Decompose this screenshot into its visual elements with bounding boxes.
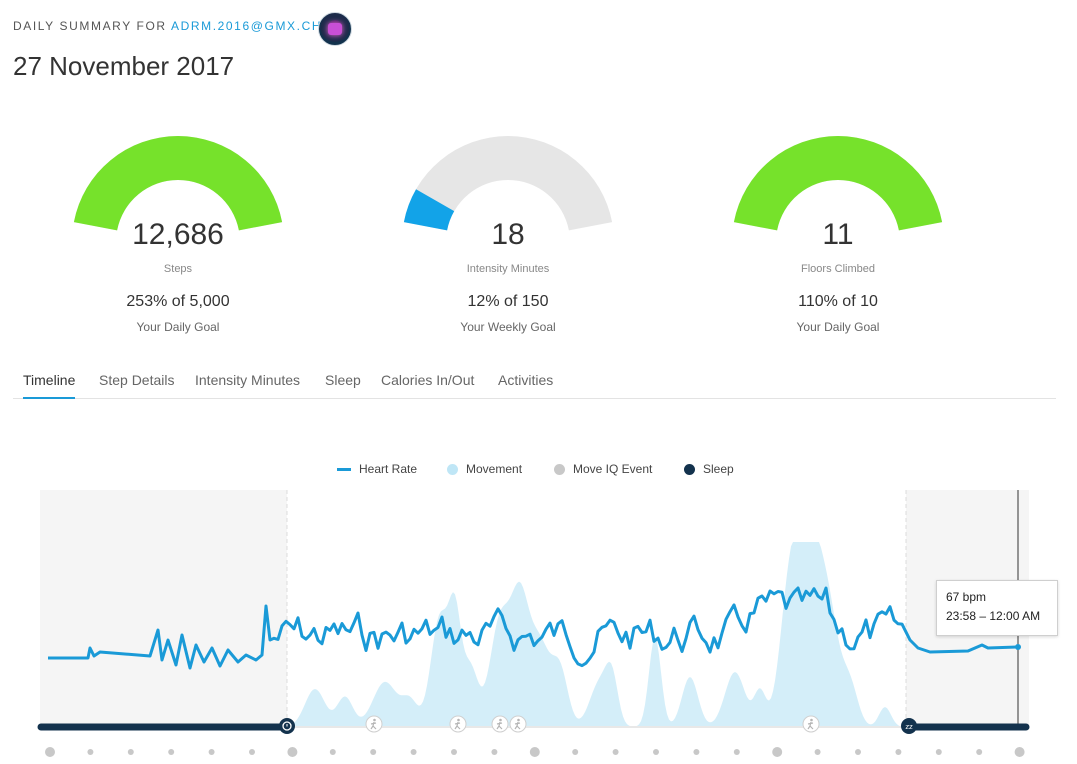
time-tick-dot [127, 749, 134, 755]
intensity-minutes-goal-percent: 12% of 150 [467, 293, 549, 310]
heart-rate-tooltip: 67 bpm 23:58 – 12:00 AM [936, 580, 1058, 636]
legend-heart-rate-label: Heart Rate [359, 462, 418, 476]
floors-climbed-gauge-arc [733, 136, 943, 231]
heart-rate-swatch-icon [337, 468, 351, 472]
time-tick-dot [693, 749, 700, 755]
svg-text:zz: zz [905, 723, 913, 731]
walking-icon[interactable] [365, 715, 383, 733]
legend-movement[interactable]: Movement [447, 462, 522, 476]
time-tick-dot [45, 747, 55, 757]
header-label: DAILY SUMMARY FOR [13, 19, 167, 33]
time-tick-dot [935, 749, 942, 755]
intensity-minutes-value: 18 [491, 218, 525, 251]
time-tick-dot [1014, 747, 1025, 757]
time-tick-dot [733, 749, 740, 755]
gauge-fill [403, 189, 455, 231]
sleep-swatch-icon [684, 464, 695, 476]
time-tick-dot [976, 749, 983, 755]
heart-rate-line [48, 586, 1019, 670]
gauge-track [403, 136, 613, 231]
tab-step-details[interactable]: Step Details [99, 372, 175, 388]
time-tick-dot [87, 749, 94, 755]
page-title: 27 November 2017 [13, 51, 235, 81]
time-tick-dot [208, 749, 215, 755]
floors-climbed-value: 11 [822, 218, 854, 251]
walking-icon[interactable] [491, 715, 509, 733]
alarm-clock-icon[interactable] [279, 718, 295, 734]
steps-unit-label: Steps [163, 263, 193, 275]
tab-calories-in-out[interactable]: Calories In/Out [381, 372, 475, 388]
time-tick-dot [772, 747, 783, 757]
tab-intensity-minutes[interactable]: Intensity Minutes [195, 372, 301, 388]
movement-swatch-icon [447, 464, 458, 476]
move-iq-swatch-icon [554, 464, 565, 476]
time-tick-dot [491, 749, 498, 755]
time-tick-dot [612, 749, 619, 755]
time-tick-dot [855, 749, 861, 755]
sleep-zz-icon[interactable]: zz [901, 718, 917, 734]
steps-gauge-arc [73, 136, 283, 231]
floors-climbed-unit-label: Floors Climbed [801, 263, 875, 275]
intensity-minutes-goal-label: Your Weekly Goal [460, 320, 556, 334]
tab-sleep[interactable]: Sleep [325, 372, 361, 388]
tooltip-bpm-value: 67 bpm [946, 590, 987, 604]
legend-sleep-label: Sleep [703, 462, 734, 476]
tab-timeline[interactable]: Timeline [23, 372, 76, 399]
user-email-link[interactable]: ADRM.2016@GMX.CH [170, 19, 323, 33]
intensity-minutes-unit-label: Intensity Minutes [466, 263, 550, 275]
tab-activities[interactable]: Activities [498, 372, 554, 388]
steps-goal-percent: 253% of 5,000 [126, 293, 230, 310]
time-tick-dot [529, 747, 540, 757]
time-tick-dot [451, 749, 457, 755]
time-tick-dot [370, 749, 377, 755]
time-tick-dot [895, 749, 902, 755]
time-tick-dot [653, 749, 659, 755]
walking-icon[interactable] [802, 715, 820, 733]
gauge-fill [733, 136, 943, 231]
time-tick-dot [329, 749, 336, 755]
steps-value: 12,686 [132, 218, 224, 251]
walking-icon[interactable] [509, 715, 527, 733]
gauge-fill [73, 136, 283, 231]
floors-climbed-goal-percent: 110% of 10 [798, 293, 878, 310]
intensity-minutes-gauge-arc [403, 136, 613, 231]
floors-climbed-goal-label: Your Daily Goal [796, 320, 880, 334]
legend-move-iq-event[interactable]: Move IQ Event [554, 462, 652, 476]
legend-move-iq-label: Move IQ Event [573, 462, 653, 476]
daily-summary-header: DAILY SUMMARY FOR ADRM.2016@GMX.CH [13, 19, 322, 33]
summary-tabs: Timeline Step Details Intensity Minutes … [13, 364, 1056, 399]
legend-sleep[interactable]: Sleep [684, 462, 734, 476]
avatar[interactable] [318, 12, 352, 46]
sleep-region-left [40, 490, 287, 728]
walking-icon[interactable] [449, 715, 467, 733]
hover-point [1015, 644, 1021, 650]
time-tick-dot [287, 747, 298, 757]
legend-movement-label: Movement [466, 462, 523, 476]
steps-goal-label: Your Daily Goal [136, 320, 220, 334]
time-tick-dot [572, 749, 579, 755]
time-tick-dot [814, 749, 821, 755]
legend-heart-rate[interactable]: Heart Rate [337, 462, 417, 476]
movement-area [287, 542, 906, 727]
tooltip-time-range: 23:58 – 12:00 AM [946, 609, 1041, 623]
time-tick-dot [168, 749, 175, 755]
time-axis-dots [45, 747, 1025, 757]
time-tick-dot [249, 749, 255, 755]
time-tick-dot [410, 749, 417, 755]
